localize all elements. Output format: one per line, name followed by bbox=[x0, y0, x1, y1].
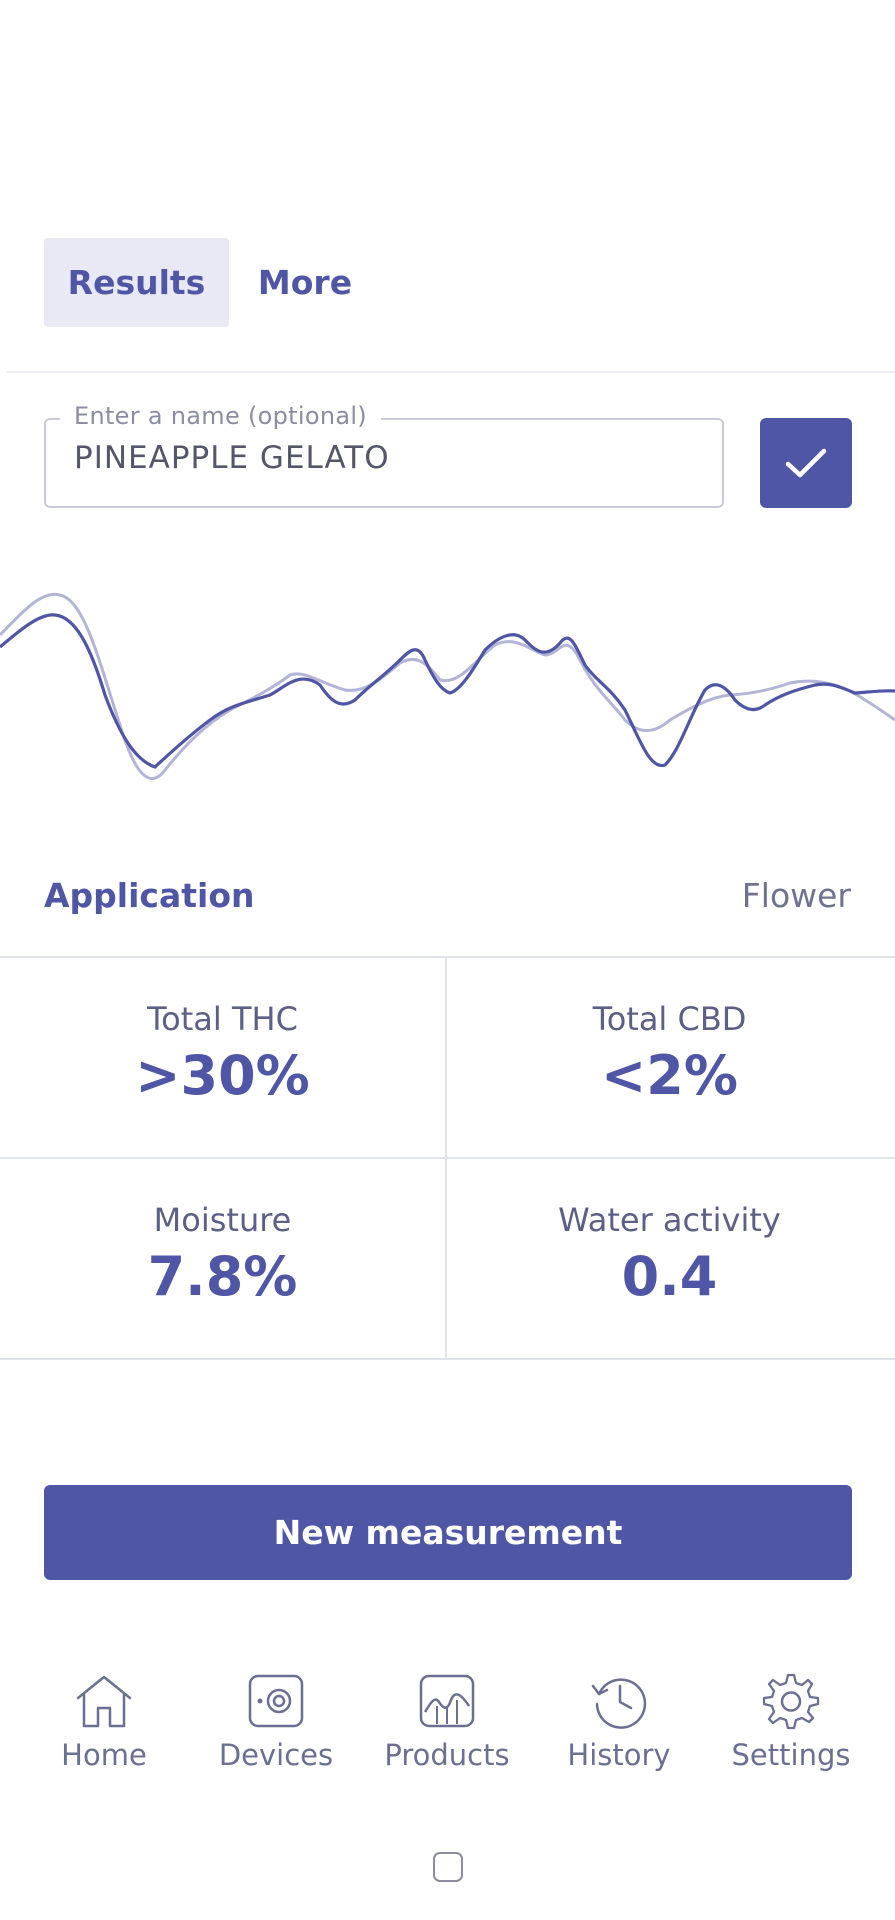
metric-moisture: Moisture 7.8% bbox=[0, 1201, 445, 1308]
name-input-value[interactable]: PINEAPPLE GELATO bbox=[74, 440, 390, 476]
nav-label: History bbox=[567, 1738, 671, 1772]
application-value: Flower bbox=[741, 876, 851, 915]
grid-bottom-border bbox=[0, 1358, 895, 1360]
nav-products[interactable]: Products bbox=[377, 1672, 517, 1772]
metric-label: Total CBD bbox=[592, 1000, 747, 1038]
nav-label: Settings bbox=[731, 1738, 851, 1772]
grid-middle-border bbox=[0, 1157, 895, 1159]
device-icon bbox=[248, 1674, 304, 1728]
application-label: Application bbox=[44, 876, 255, 915]
confirm-name-button[interactable] bbox=[760, 418, 852, 508]
tabs-divider bbox=[6, 371, 895, 373]
nav-devices[interactable]: Devices bbox=[206, 1672, 346, 1772]
nav-home[interactable]: Home bbox=[34, 1672, 174, 1772]
grid-top-border bbox=[0, 956, 895, 958]
metric-value: <2% bbox=[601, 1044, 738, 1107]
home-icon bbox=[76, 1675, 132, 1728]
metric-label: Water activity bbox=[558, 1201, 781, 1239]
history-icon bbox=[591, 1678, 647, 1729]
metric-label: Moisture bbox=[153, 1201, 292, 1239]
spectrum-sample-line bbox=[0, 613, 895, 769]
metric-value: 7.8% bbox=[147, 1245, 298, 1308]
gear-icon bbox=[762, 1673, 820, 1730]
name-input[interactable] bbox=[44, 418, 724, 508]
tab-results[interactable]: Results bbox=[44, 238, 229, 327]
metric-total-thc: Total THC >30% bbox=[0, 1000, 445, 1107]
nav-settings[interactable]: Settings bbox=[721, 1672, 861, 1772]
nav-label: Home bbox=[61, 1738, 147, 1772]
metric-label: Total THC bbox=[147, 1000, 298, 1038]
spectrum-chart bbox=[0, 592, 895, 781]
system-home-button[interactable] bbox=[433, 1852, 463, 1882]
metric-water-activity: Water activity 0.4 bbox=[447, 1201, 892, 1308]
metric-value: >30% bbox=[135, 1044, 310, 1107]
metric-value: 0.4 bbox=[621, 1245, 718, 1308]
name-input-legend: Enter a name (optional) bbox=[60, 402, 381, 430]
new-measurement-button[interactable]: New measurement bbox=[44, 1485, 852, 1580]
nav-history[interactable]: History bbox=[549, 1672, 689, 1772]
nav-label: Devices bbox=[218, 1738, 334, 1772]
check-icon bbox=[785, 448, 827, 478]
nav-label: Products bbox=[384, 1738, 510, 1772]
tab-more[interactable]: More bbox=[257, 263, 353, 302]
grid-vertical-divider bbox=[445, 958, 447, 1360]
metric-total-cbd: Total CBD <2% bbox=[447, 1000, 892, 1107]
products-icon bbox=[419, 1674, 475, 1728]
